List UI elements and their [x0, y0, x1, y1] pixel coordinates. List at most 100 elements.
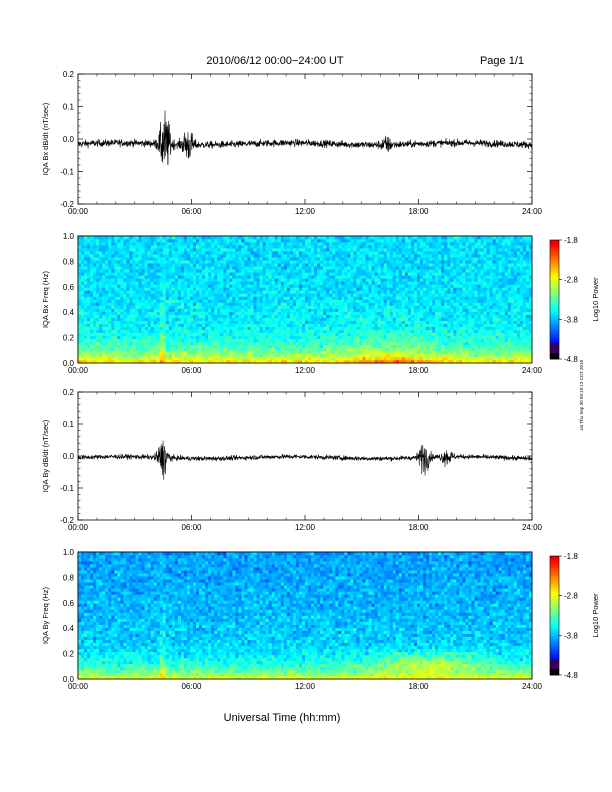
spectrogram-cell [383, 314, 388, 318]
spectrogram-cell [362, 293, 366, 297]
spectrogram-cell [208, 347, 212, 352]
spectrogram-cell [120, 353, 124, 358]
spectrogram-cell [99, 326, 103, 331]
spectrogram-cell [356, 356, 360, 361]
spectrogram-cell [271, 296, 276, 300]
spectrogram-cell [365, 275, 369, 279]
spectrogram-cell [416, 317, 421, 321]
spectrogram-cell [401, 314, 406, 318]
spectrogram-cell [356, 236, 360, 240]
spectrogram-cell [138, 281, 142, 285]
spectrogram-cell [214, 335, 218, 340]
spectrogram-cell [341, 293, 345, 297]
spectrogram-cell [144, 251, 148, 255]
spectrogram-cell [120, 359, 124, 364]
spectrogram-cell [401, 281, 406, 285]
spectrogram-cell [202, 284, 206, 288]
spectrogram-cell [374, 335, 378, 340]
spectrogram-cell [311, 266, 315, 270]
spectrogram-cell [174, 239, 179, 243]
spectrogram-cell [183, 236, 188, 240]
spectrogram-cell [347, 269, 351, 273]
spectrogram-cell [277, 356, 282, 361]
spectrogram-cell [214, 311, 218, 315]
spectrogram-cell [183, 332, 188, 337]
spectrogram-cell [377, 293, 381, 297]
spectrogram-cell [271, 353, 276, 358]
spectrogram-cell [159, 239, 164, 243]
spectrogram-cell [132, 314, 136, 318]
spectrogram-cell [416, 320, 421, 324]
spectrogram-cell [314, 302, 318, 306]
spectrogram-cell [380, 359, 384, 364]
spectrogram-cell [377, 353, 381, 358]
spectrogram-cell [374, 341, 378, 346]
spectrogram-cell [314, 347, 318, 352]
spectrogram-cell [132, 335, 136, 340]
spectrogram-cell [410, 308, 415, 312]
spectrogram-cell [129, 236, 133, 240]
spectrogram-cell [229, 245, 233, 249]
spectrogram-cell [389, 299, 394, 303]
spectrogram-cell [96, 266, 100, 270]
spectrogram-cell [84, 311, 88, 315]
spectrogram-cell [383, 278, 388, 282]
spectrogram-cell [214, 290, 218, 294]
spectrogram-cell [214, 350, 218, 355]
spectrogram-cell [410, 263, 415, 267]
spectrogram-cell [189, 314, 194, 318]
spectrogram-cell [398, 329, 403, 334]
spectrogram-cell [244, 269, 248, 273]
spectrogram-cell [398, 326, 403, 331]
spectrogram-cell [247, 350, 251, 355]
spectrogram-cell [220, 359, 224, 364]
spectrogram-cell [165, 245, 170, 249]
spectrogram-cell [111, 347, 115, 352]
spectrogram-cell [323, 254, 327, 258]
spectrogram-cell [102, 239, 106, 243]
spectrogram-cell [208, 329, 212, 334]
spectrogram-cell [117, 320, 121, 324]
spectrogram-cell [108, 296, 112, 300]
spectrogram-cell [280, 266, 285, 270]
spectrogram-cell [395, 281, 400, 285]
spectrogram-cell [193, 329, 197, 334]
spectrogram-cell [217, 314, 221, 318]
spectrogram-cell [371, 341, 375, 346]
spectrogram-cell [277, 293, 282, 297]
spectrogram-cell [123, 356, 127, 361]
spectrogram-cell [395, 317, 400, 321]
spectrogram-cell [238, 347, 242, 352]
spectrogram-cell [168, 287, 173, 291]
spectrogram-cell [114, 359, 118, 364]
spectrogram-cell [256, 338, 260, 343]
spectrogram-cell [383, 359, 388, 364]
spectrogram-cell [395, 332, 400, 337]
spectrogram-cell [132, 269, 136, 273]
spectrogram-cell [320, 335, 324, 340]
spectrogram-cell [90, 284, 94, 288]
spectrogram-cell [335, 257, 339, 261]
spectrogram-cell [371, 245, 375, 249]
spectrogram-cell [78, 317, 82, 321]
spectrogram-cell [84, 236, 88, 240]
spectrogram-cell [368, 290, 372, 294]
spectrogram-cell [226, 242, 230, 246]
spectrogram-cell [96, 239, 100, 243]
spectrogram-cell [120, 290, 124, 294]
spectrogram-cell [214, 338, 218, 343]
spectrogram-cell [401, 308, 406, 312]
spectrogram-cell [111, 338, 115, 343]
spectrogram-cell [265, 293, 269, 297]
spectrogram-cell [283, 269, 288, 273]
spectrogram-cell [129, 332, 133, 337]
spectrogram-cell [123, 350, 127, 355]
spectrogram-cell [295, 272, 300, 276]
spectrogram-cell [377, 314, 381, 318]
spectrogram-cell [153, 320, 157, 324]
spectrogram-cell [180, 305, 185, 309]
spectrogram-cell [168, 302, 173, 306]
spectrogram-cell [141, 353, 145, 358]
spectrogram-cell [147, 263, 151, 267]
spectrogram-cell [177, 278, 182, 282]
